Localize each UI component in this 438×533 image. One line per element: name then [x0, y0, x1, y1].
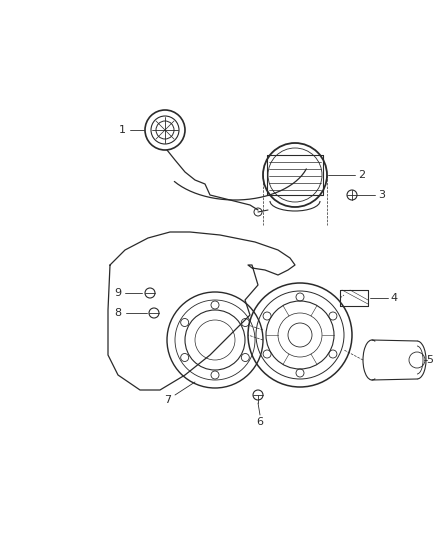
- Text: 7: 7: [164, 395, 172, 405]
- Text: 2: 2: [358, 170, 366, 180]
- Text: 4: 4: [390, 293, 398, 303]
- Text: 6: 6: [257, 417, 264, 427]
- Text: 8: 8: [114, 308, 122, 318]
- Text: 1: 1: [119, 125, 126, 135]
- Text: 3: 3: [378, 190, 385, 200]
- Text: 9: 9: [114, 288, 122, 298]
- Text: 5: 5: [427, 355, 434, 365]
